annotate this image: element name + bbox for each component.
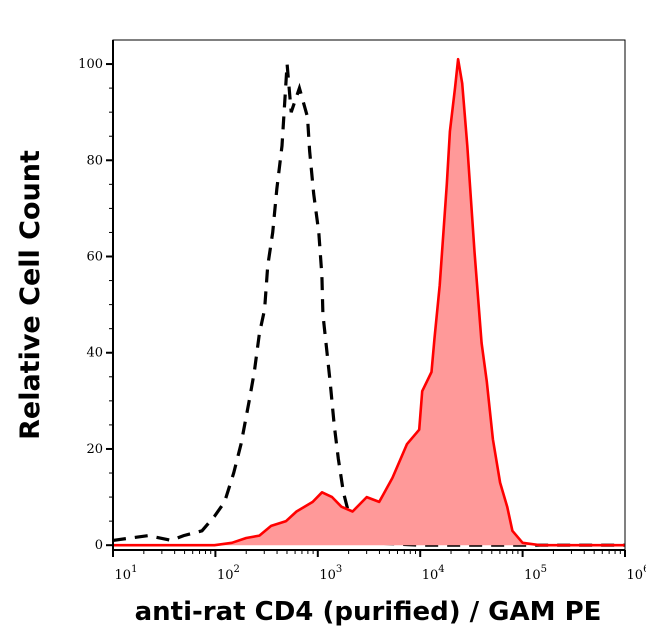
x-tick-exponent: 5 (541, 564, 547, 575)
x-tick-exponent: 3 (336, 564, 342, 575)
x-tick-base: 10 (627, 568, 644, 583)
plot-frame (112, 39, 626, 551)
series-1-line (113, 57, 625, 547)
plot-area (112, 57, 625, 547)
x-tick-label: 105 (524, 564, 547, 583)
y-tick-label: 100 (78, 57, 103, 72)
x-tick-base: 10 (422, 568, 439, 583)
axes: 020406080100101102103104105106 (78, 39, 646, 583)
y-tick-label: 40 (86, 346, 103, 361)
x-axis-title: anti-rat CD4 (purified) / GAM PE (135, 597, 602, 627)
y-tick-label: 20 (86, 442, 103, 457)
y-tick-label: 80 (86, 153, 103, 168)
x-tick-label: 104 (422, 564, 445, 583)
x-tick-base: 10 (524, 568, 541, 583)
y-tick-label: 60 (86, 250, 103, 265)
x-tick-exponent: 1 (131, 564, 137, 575)
series-1-fill (113, 59, 625, 546)
x-tick-label: 102 (217, 564, 240, 583)
y-tick-label: 0 (95, 538, 103, 553)
x-tick-exponent: 4 (438, 564, 444, 575)
x-tick-base: 10 (217, 568, 234, 583)
x-tick-label: 106 (627, 564, 646, 583)
x-tick-base: 10 (319, 568, 336, 583)
x-tick-label: 101 (115, 564, 138, 583)
series-0-dashed-line (112, 63, 625, 547)
x-tick-base: 10 (115, 568, 132, 583)
y-axis-title: Relative Cell Count (15, 150, 46, 440)
x-tick-exponent: 2 (233, 564, 239, 575)
x-tick-exponent: 6 (643, 564, 646, 575)
x-tick-label: 103 (319, 564, 342, 583)
